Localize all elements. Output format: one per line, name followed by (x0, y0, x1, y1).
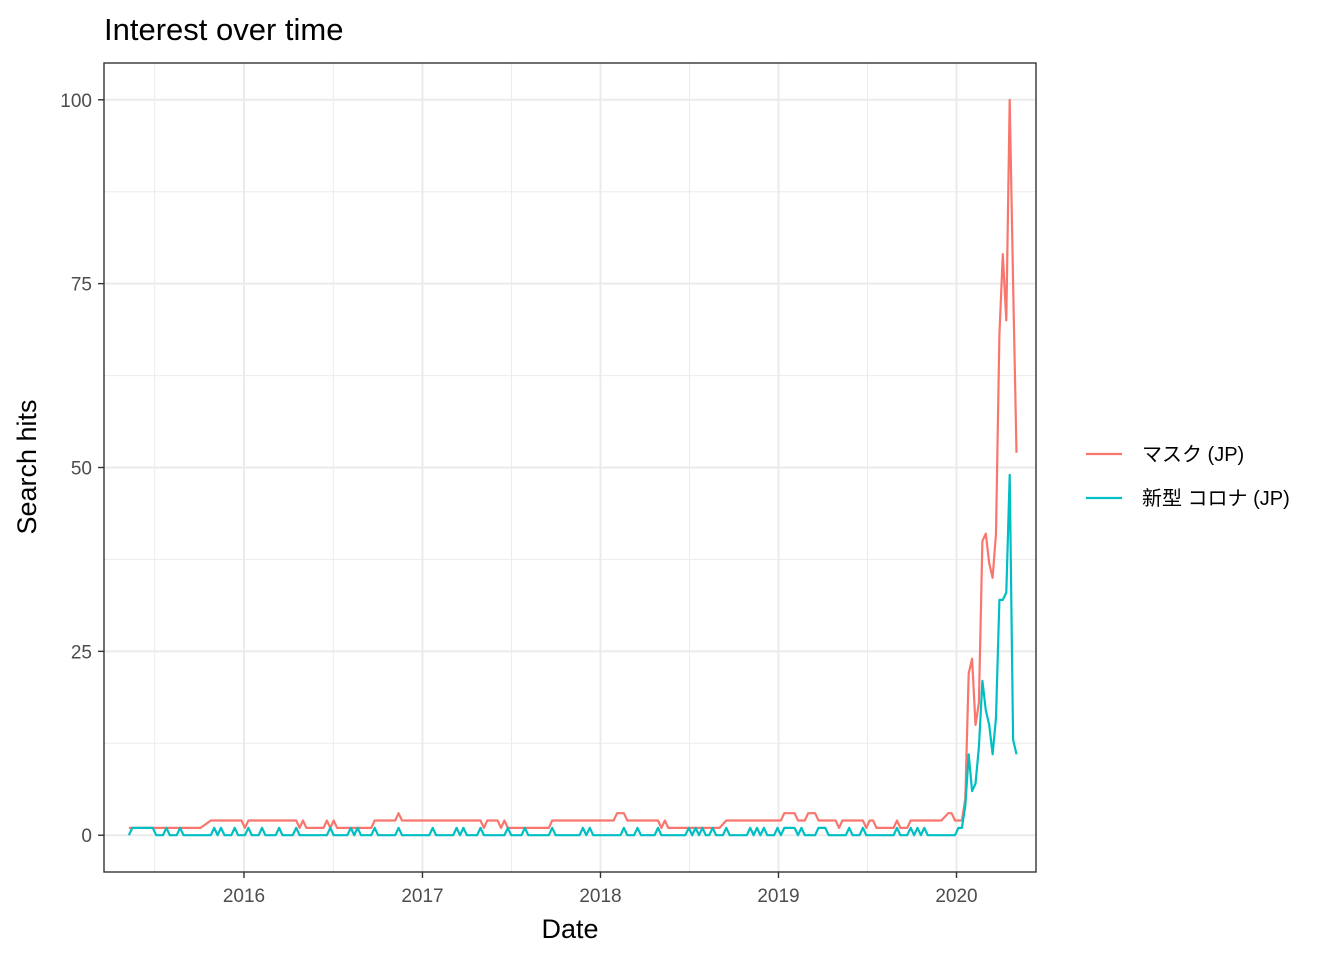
x-tick-label: 2020 (935, 886, 977, 907)
x-tick-label: 2019 (757, 886, 799, 907)
legend: マスク (JP) 新型 コロナ (JP) (1086, 443, 1290, 510)
y-tick-label: 50 (71, 459, 92, 480)
series-line-1 (128, 98, 1018, 830)
legend-label-2: 新型 コロナ (JP) (1142, 487, 1290, 510)
y-tick-label: 75 (71, 275, 92, 296)
x-tick-label: 2018 (579, 886, 621, 907)
x-axis: 2016 2017 2018 2019 2020 (223, 872, 978, 907)
legend-label-1: マスク (JP) (1142, 443, 1244, 466)
x-tick-label: 2017 (401, 886, 443, 907)
x-tick-label: 2016 (223, 886, 265, 907)
x-axis-title: Date (541, 914, 598, 944)
series-line-2 (127, 473, 1018, 837)
y-tick-label: 0 (81, 826, 92, 847)
y-axis: 0 25 50 75 100 (60, 91, 104, 847)
y-tick-label: 25 (71, 642, 92, 663)
series-lines (127, 98, 1018, 837)
y-tick-label: 100 (60, 91, 92, 112)
y-axis-title: Search hits (12, 399, 42, 534)
chart-title: Interest over time (104, 12, 343, 47)
